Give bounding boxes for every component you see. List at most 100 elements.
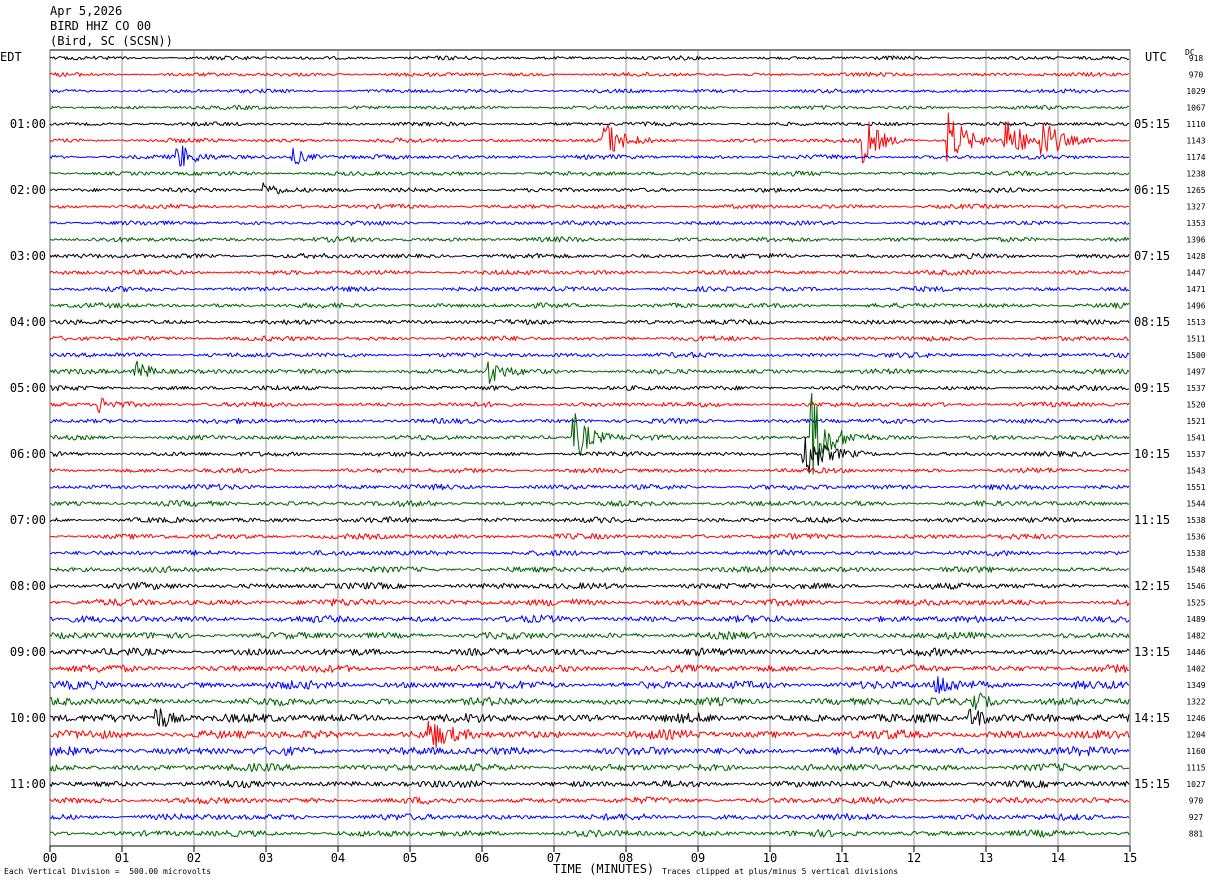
trace-row — [49, 565, 1130, 574]
dc-offset-value: 1160 — [1186, 747, 1205, 756]
dc-offset-value: 1027 — [1186, 780, 1205, 789]
trace-row — [49, 796, 1130, 805]
trace-row — [49, 252, 1130, 260]
x-tick-label: 05 — [403, 851, 417, 865]
dc-offset-value: 918 — [1189, 54, 1204, 63]
dc-offset-value: 1402 — [1186, 665, 1205, 674]
x-tick-label: 07 — [547, 851, 561, 865]
dc-offset-value: 1513 — [1186, 318, 1205, 327]
trace-row — [49, 88, 1130, 94]
x-tick-label: 10 — [763, 851, 777, 865]
trace-row — [49, 647, 1130, 657]
trace-row — [49, 436, 1130, 474]
dc-offset-value: 1538 — [1186, 516, 1205, 525]
trace-row — [49, 285, 1130, 293]
station-code: BIRD HHZ CO 00 — [50, 19, 152, 33]
dc-offset-value: 1537 — [1186, 384, 1205, 393]
trace-row — [49, 676, 1130, 694]
right-hour-label: 13:15 — [1134, 645, 1170, 659]
x-tick-label: 02 — [187, 851, 201, 865]
dc-offset-header: DC — [1185, 48, 1195, 57]
right-hour-label: 14:15 — [1134, 711, 1170, 725]
trace-row — [49, 397, 1130, 414]
left-hour-label: 03:00 — [10, 249, 46, 263]
dc-offset-value: 970 — [1189, 797, 1204, 806]
trace-row — [49, 533, 1130, 540]
grid-lines — [49, 49, 1131, 852]
trace-row — [49, 121, 1129, 127]
x-tick-label: 11 — [835, 851, 849, 865]
left-hour-label: 01:00 — [10, 117, 46, 131]
trace-row — [49, 664, 1130, 673]
trace-row — [49, 516, 1130, 524]
dc-offset-value: 1174 — [1186, 153, 1205, 162]
trace-row — [49, 598, 1130, 607]
x-tick-label: 00 — [43, 851, 57, 865]
dc-offset-value: 1544 — [1186, 500, 1205, 509]
trace-row — [49, 813, 1130, 821]
trace-row — [49, 692, 1130, 711]
trace-row — [49, 319, 1130, 326]
trace-row — [49, 631, 1130, 640]
left-hour-label: 08:00 — [10, 579, 46, 593]
trace-row — [49, 104, 1130, 111]
right-timezone-label: UTC — [1145, 50, 1167, 64]
left-hour-label: 02:00 — [10, 183, 46, 197]
x-tick-label: 09 — [691, 851, 705, 865]
left-hour-label: 05:00 — [10, 381, 46, 395]
dc-offset-value: 1541 — [1186, 434, 1205, 443]
trace-row — [49, 384, 1130, 392]
x-tick-label: 13 — [979, 851, 993, 865]
trace-row — [49, 351, 1130, 359]
trace-row — [49, 302, 1130, 309]
dc-offset-value: 1447 — [1186, 269, 1205, 278]
trace-row — [49, 614, 1130, 624]
dc-offset-value: 1327 — [1186, 203, 1205, 212]
dc-offset-value: 1496 — [1186, 302, 1205, 311]
chart-date: Apr 5,2026 — [50, 4, 123, 18]
trace-row — [49, 236, 1130, 243]
x-tick-label: 14 — [1051, 851, 1065, 865]
station-location: (Bird, SC (SCSN)) — [50, 34, 173, 48]
x-tick-label: 04 — [331, 851, 345, 865]
x-tick-label: 08 — [619, 851, 633, 865]
right-hour-label: 09:15 — [1134, 381, 1170, 395]
trace-row — [49, 182, 1130, 195]
left-hour-label: 10:00 — [10, 711, 46, 725]
left-hour-label: 07:00 — [10, 513, 46, 527]
plot-frame — [49, 49, 1131, 847]
x-axis-title: TIME (MINUTES) — [553, 862, 655, 876]
axis-labels: 00 01 02 03 04 05 06 07 08 09 10 11 12 13 14 15 918 970 10… — [10, 54, 1206, 865]
left-hour-label: 09:00 — [10, 645, 46, 659]
dc-offset-value: 1546 — [1186, 582, 1205, 591]
trace-row — [49, 71, 1130, 77]
dc-offset-value: 881 — [1189, 830, 1204, 839]
dc-offset-value: 1538 — [1186, 549, 1205, 558]
trace-row — [49, 392, 1130, 475]
dc-offset-value: 1548 — [1186, 566, 1205, 575]
trace-row — [49, 335, 1130, 342]
trace-row — [49, 779, 1130, 789]
dc-offset-value: 1511 — [1186, 335, 1205, 344]
dc-offset-value: 1143 — [1186, 137, 1205, 146]
dc-offset-value: 1471 — [1186, 285, 1205, 294]
dc-offset-value: 1265 — [1186, 186, 1205, 195]
trace-row — [49, 483, 1130, 491]
left-hour-label: 04:00 — [10, 315, 46, 329]
dc-offset-value: 1520 — [1186, 401, 1205, 410]
trace-row — [49, 720, 1130, 749]
x-tick-label: 06 — [475, 851, 489, 865]
trace-row — [49, 499, 1130, 507]
trace-row — [49, 467, 1129, 474]
dc-offset-value: 1115 — [1186, 764, 1205, 773]
seismic-traces — [49, 55, 1130, 838]
dc-offset-value: 1551 — [1186, 483, 1205, 492]
trace-row — [49, 417, 1130, 425]
trace-row — [49, 829, 1130, 838]
right-hour-label: 06:15 — [1134, 183, 1170, 197]
dc-offset-value: 1029 — [1186, 87, 1205, 96]
dc-offset-value: 1482 — [1186, 632, 1205, 641]
right-hour-label: 10:15 — [1134, 447, 1170, 461]
dc-offset-value: 1349 — [1186, 681, 1205, 690]
